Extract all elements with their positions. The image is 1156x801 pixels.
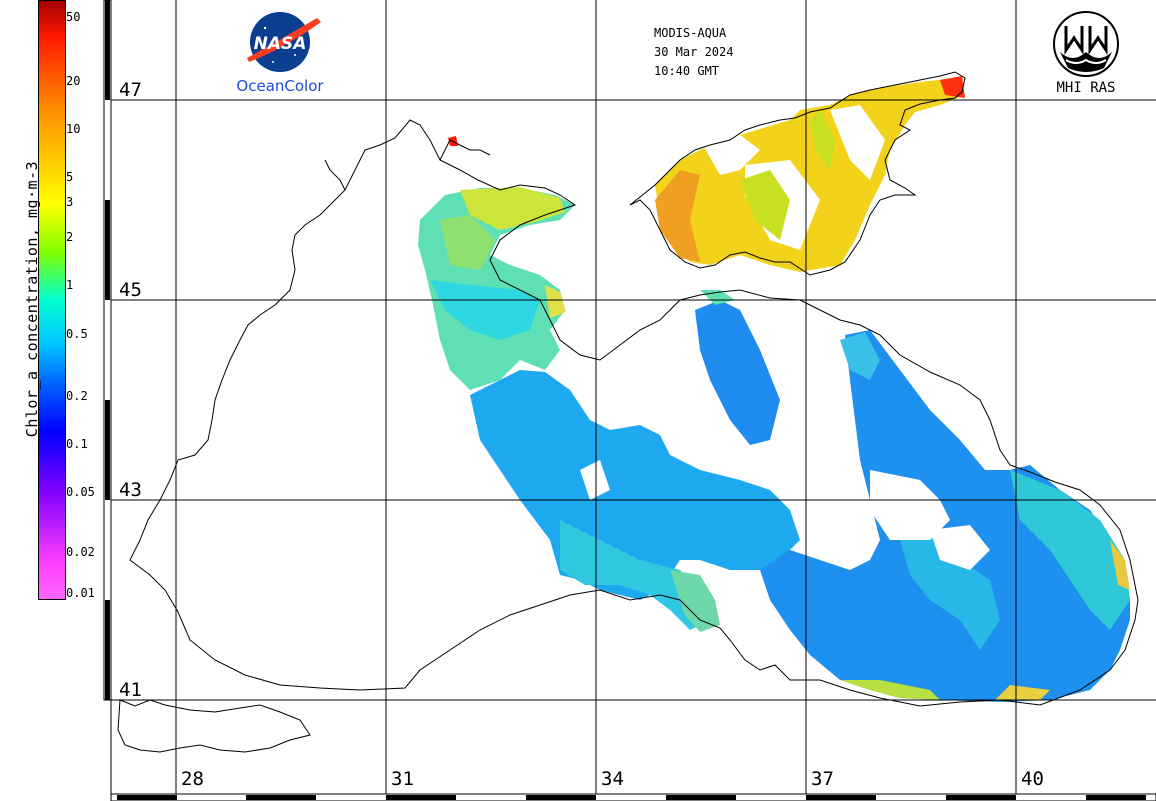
colorbar-tick: 0.2 [66,389,88,403]
longitude-label: 31 [391,768,414,790]
colorbar-ticks: 50 20 10 5 3 2 1 0.5 0.2 0.1 0.05 0.02 0… [66,0,106,600]
bottom-scale-segments [117,795,1146,800]
sensor-label: MODIS-AQUA [654,26,727,40]
colorbar-tick: 0.02 [66,545,95,559]
colorbar-gradient [38,0,66,600]
oceancolor-caption: OceanColor [236,77,324,95]
latitude-label: 47 [119,79,142,101]
latitude-label: 45 [119,279,142,301]
latitude-labels: 47 45 43 41 [119,79,142,701]
header-info: MODIS-AQUA 30 Mar 2024 10:40 GMT [654,24,733,81]
colorbar-tick: 20 [66,74,81,88]
colorbar-tick: 10 [66,122,81,136]
colorbar-tick: 0.1 [66,437,88,451]
left-scale-segments [105,0,110,700]
colorbar-tick: 0.05 [66,485,95,499]
mhi-ras-logo [1053,11,1119,77]
mhi-ras-caption: MHI RAS [1056,80,1116,96]
latitude-label: 41 [119,679,142,701]
latitude-label: 43 [119,479,142,501]
longitude-label: 28 [181,768,204,790]
longitude-label: 34 [601,768,624,790]
longitude-labels: 28 31 34 37 40 [181,768,1044,790]
longitude-label: 40 [1021,768,1044,790]
chlorophyll-field [418,76,1130,702]
colorbar-tick: 0.5 [66,327,88,341]
left-scale-bar [103,0,112,701]
nasa-logo: NASA [247,12,321,72]
date-label: 30 Mar 2024 [654,45,734,59]
colorbar-tick: 0.01 [66,586,95,600]
colorbar-tick: 2 [66,230,74,244]
nasa-vector-icon [247,18,321,62]
coastline [117,71,1139,753]
longitude-label: 37 [811,768,834,790]
nasa-wordmark: NASA [254,34,307,54]
colorbar-tick: 50 [66,10,81,24]
colorbar-tick: 1 [66,278,74,292]
time-label: 10:40 GMT [654,64,720,78]
colorbar-tick: 3 [66,195,74,209]
graticule [111,0,1156,794]
colorbar-tick: 5 [66,170,74,184]
